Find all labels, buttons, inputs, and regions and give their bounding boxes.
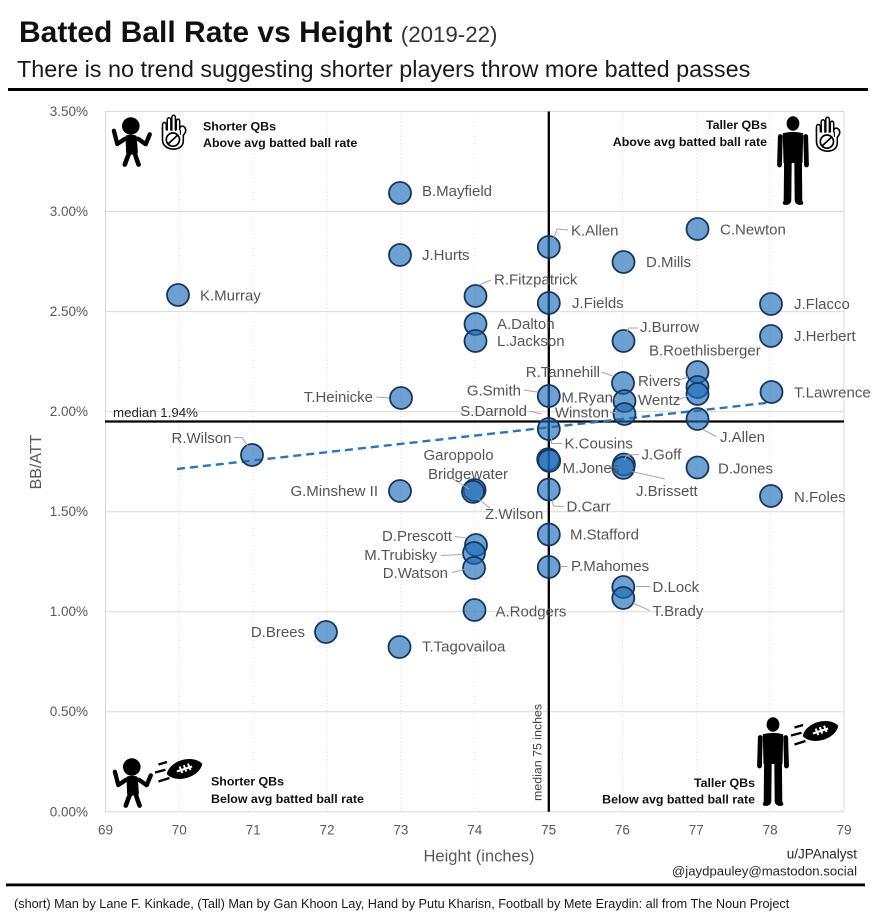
- svg-text:D.Jones: D.Jones: [718, 461, 773, 478]
- svg-text:D.Carr: D.Carr: [567, 499, 611, 516]
- svg-text:@jaydpauley@mastodon.social: @jaydpauley@mastodon.social: [672, 864, 857, 879]
- svg-text:Winston: Winston: [555, 405, 609, 422]
- svg-text:Below avg batted ball rate: Below avg batted ball rate: [602, 793, 755, 807]
- svg-text:T.Heinicke: T.Heinicke: [304, 389, 373, 406]
- svg-text:K.Cousins: K.Cousins: [565, 436, 633, 453]
- svg-text:T.Brady: T.Brady: [653, 603, 704, 620]
- svg-text:B.Roethlisberger: B.Roethlisberger: [649, 343, 761, 360]
- svg-text:M.Ryan: M.Ryan: [561, 390, 613, 407]
- svg-text:D.Brees: D.Brees: [251, 624, 305, 641]
- svg-text:A.Rodgers: A.Rodgers: [496, 604, 567, 621]
- svg-text:Z.Wilson: Z.Wilson: [485, 506, 543, 523]
- svg-text:median 75 inches: median 75 inches: [531, 704, 545, 801]
- svg-text:Below avg batted ball rate: Below avg batted ball rate: [211, 792, 364, 806]
- svg-text:74: 74: [467, 823, 483, 838]
- svg-text:1.50%: 1.50%: [50, 504, 88, 519]
- svg-text:2.50%: 2.50%: [50, 304, 88, 319]
- svg-text:K.Murray: K.Murray: [200, 288, 261, 305]
- svg-text:B.Mayfield: B.Mayfield: [422, 183, 492, 200]
- svg-text:M.Jones: M.Jones: [563, 460, 620, 477]
- svg-text:79: 79: [836, 823, 851, 838]
- svg-text:T.Lawrence: T.Lawrence: [794, 385, 871, 402]
- svg-text:73: 73: [393, 823, 408, 838]
- svg-text:C.Newton: C.Newton: [720, 222, 786, 239]
- svg-text:71: 71: [246, 823, 261, 838]
- svg-text:D.Watson: D.Watson: [383, 565, 448, 582]
- svg-text:D.Mills: D.Mills: [646, 254, 691, 271]
- svg-text:u/JPAnalyst: u/JPAnalyst: [787, 847, 858, 862]
- svg-text:T.Tagovailoa: T.Tagovailoa: [422, 639, 506, 656]
- svg-text:L.Jackson: L.Jackson: [497, 333, 565, 350]
- svg-text:Bridgewater: Bridgewater: [428, 466, 508, 483]
- svg-text:78: 78: [763, 823, 778, 838]
- svg-text:Shorter QBs: Shorter QBs: [203, 120, 276, 134]
- svg-text:3.00%: 3.00%: [50, 204, 88, 219]
- svg-text:R.Wilson: R.Wilson: [171, 430, 231, 447]
- svg-text:Wentz: Wentz: [638, 392, 680, 409]
- svg-text:G.Minshew II: G.Minshew II: [290, 483, 378, 500]
- svg-text:Taller QBs: Taller QBs: [706, 118, 767, 132]
- svg-text:76: 76: [615, 823, 630, 838]
- svg-text:A.Dalton: A.Dalton: [497, 316, 555, 333]
- svg-text:J.Hurts: J.Hurts: [422, 247, 470, 264]
- svg-text:R.Tannehill: R.Tannehill: [526, 364, 600, 381]
- svg-text:R.Fitzpatrick: R.Fitzpatrick: [494, 272, 578, 289]
- svg-text:Rivers: Rivers: [638, 373, 681, 390]
- svg-text:(short) Man by Lane F. Kinkade: (short) Man by Lane F. Kinkade, (Tall) M…: [14, 897, 790, 911]
- svg-text:P.Mahomes: P.Mahomes: [571, 558, 649, 575]
- svg-text:There is no trend suggesting s: There is no trend suggesting shorter pla…: [17, 56, 750, 82]
- svg-text:Shorter QBs: Shorter QBs: [211, 775, 284, 789]
- svg-text:70: 70: [172, 823, 187, 838]
- svg-text:N.Foles: N.Foles: [794, 489, 846, 506]
- svg-text:0.50%: 0.50%: [50, 704, 88, 719]
- svg-text:Above avg batted ball rate: Above avg batted ball rate: [613, 135, 767, 149]
- svg-text:2.00%: 2.00%: [50, 404, 88, 419]
- svg-text:S.Darnold: S.Darnold: [460, 403, 527, 420]
- svg-text:J.Goff: J.Goff: [642, 447, 683, 464]
- svg-text:median 1.94%: median 1.94%: [113, 405, 198, 420]
- svg-text:72: 72: [319, 823, 334, 838]
- svg-text:M.Stafford: M.Stafford: [570, 527, 639, 544]
- svg-text:Batted Ball Rate vs Height (20: Batted Ball Rate vs Height (2019-22): [19, 16, 497, 49]
- svg-text:75: 75: [541, 823, 556, 838]
- svg-text:J.Fields: J.Fields: [572, 295, 624, 312]
- svg-text:K.Allen: K.Allen: [571, 223, 619, 240]
- svg-text:J.Herbert: J.Herbert: [794, 328, 857, 345]
- svg-text:Height (inches): Height (inches): [424, 848, 535, 866]
- svg-text:J.Brissett: J.Brissett: [636, 483, 699, 500]
- svg-text:Garoppolo: Garoppolo: [424, 447, 494, 464]
- svg-text:Above avg batted ball rate: Above avg batted ball rate: [203, 136, 357, 150]
- svg-text:0.00%: 0.00%: [50, 804, 88, 819]
- svg-text:J.Burrow: J.Burrow: [640, 319, 699, 336]
- svg-text:Taller QBs: Taller QBs: [694, 776, 755, 790]
- svg-text:G.Smith: G.Smith: [467, 383, 521, 400]
- svg-text:77: 77: [689, 823, 704, 838]
- svg-text:3.50%: 3.50%: [50, 104, 88, 119]
- svg-text:D.Prescott: D.Prescott: [382, 528, 453, 545]
- svg-text:BB/ATT: BB/ATT: [28, 434, 45, 489]
- svg-text:J.Allen: J.Allen: [720, 429, 765, 446]
- svg-text:J.Flacco: J.Flacco: [794, 296, 850, 313]
- svg-text:M.Trubisky: M.Trubisky: [364, 547, 437, 564]
- svg-text:69: 69: [98, 823, 113, 838]
- svg-text:D.Lock: D.Lock: [653, 579, 700, 596]
- svg-text:1.00%: 1.00%: [50, 604, 88, 619]
